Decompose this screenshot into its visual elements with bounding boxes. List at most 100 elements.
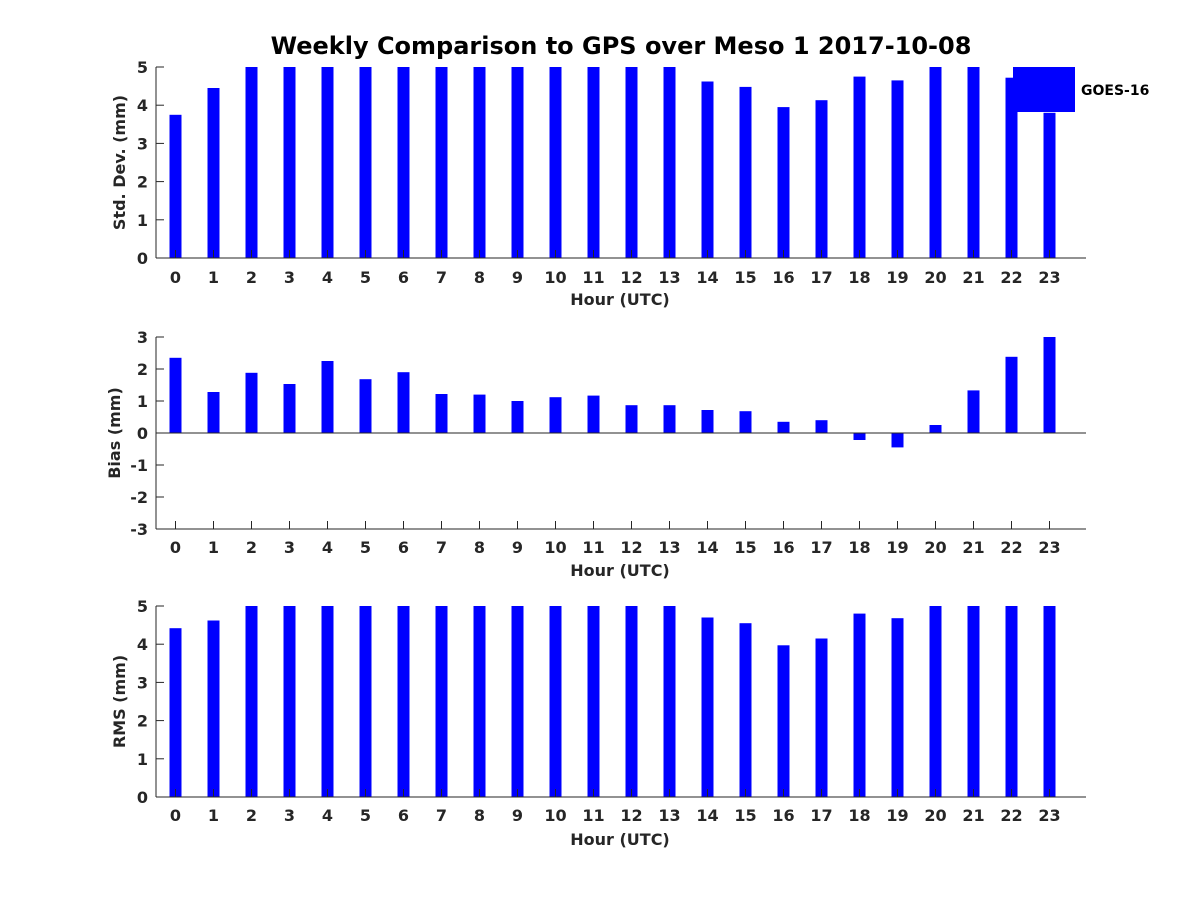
- bar-hour-13: [663, 67, 676, 258]
- legend-label: GOES-16: [1081, 83, 1149, 99]
- bar-hour-1: [207, 620, 220, 797]
- bar-hour-19: [891, 433, 904, 448]
- x-tick-label: 13: [658, 538, 680, 557]
- x-tick-label: 11: [582, 538, 604, 557]
- y-tick-label: 0: [137, 424, 148, 443]
- bar-hour-14: [701, 81, 714, 258]
- bar-hour-19: [891, 618, 904, 797]
- x-tick-label: 12: [620, 806, 642, 825]
- bar-hour-23: [1043, 112, 1056, 258]
- bar-hour-12: [625, 606, 638, 797]
- bar-hour-3: [283, 67, 296, 258]
- x-tick-label: 16: [772, 268, 794, 287]
- x-tick-label: 1: [208, 268, 219, 287]
- bar-hour-8: [473, 67, 486, 258]
- x-tick-label: 2: [246, 806, 257, 825]
- bar-hour-19: [891, 80, 904, 259]
- y-tick-label: 1: [137, 392, 148, 411]
- bar-hour-5: [359, 67, 372, 258]
- y-tick-label: 0: [137, 788, 148, 807]
- x-tick-label: 3: [284, 268, 295, 287]
- bar-hour-17: [815, 420, 828, 433]
- y-tick-label: -3: [130, 520, 148, 539]
- bar-hour-8: [473, 394, 486, 433]
- bar-hour-11: [587, 606, 600, 797]
- x-tick-label: 9: [512, 806, 523, 825]
- bar-hour-23: [1043, 606, 1056, 797]
- x-tick-label: 18: [848, 538, 870, 557]
- y-tick-label: -1: [130, 456, 148, 475]
- bar-hour-7: [435, 606, 448, 797]
- x-tick-label: 22: [1000, 268, 1022, 287]
- bar-hour-22: [1005, 356, 1018, 433]
- x-tick-label: 14: [696, 806, 718, 825]
- x-tick-label: 19: [886, 806, 908, 825]
- x-tick-label: 2: [246, 538, 257, 557]
- y-tick-label: 5: [137, 58, 148, 77]
- x-tick-label: 0: [170, 268, 181, 287]
- bar-hour-11: [587, 395, 600, 433]
- y-tick-label: -2: [130, 488, 148, 507]
- bar-hour-1: [207, 88, 220, 258]
- x-axis-label: Hour (UTC): [570, 830, 670, 849]
- bar-hour-10: [549, 606, 562, 797]
- bar-hour-6: [397, 606, 410, 797]
- bar-hour-22: [1005, 77, 1018, 258]
- y-tick-label: 3: [137, 328, 148, 347]
- x-tick-label: 21: [962, 268, 984, 287]
- bar-hour-21: [967, 606, 980, 797]
- y-tick-label: 3: [137, 673, 148, 692]
- bar-hour-9: [511, 67, 524, 258]
- bar-hour-11: [587, 67, 600, 258]
- x-tick-label: 5: [360, 538, 371, 557]
- bar-hour-8: [473, 606, 486, 797]
- bar-hour-9: [511, 606, 524, 797]
- bar-hour-18: [853, 76, 866, 258]
- bar-hour-0: [169, 357, 182, 433]
- x-tick-label: 13: [658, 268, 680, 287]
- bar-hour-16: [777, 421, 790, 433]
- x-tick-label: 23: [1038, 538, 1060, 557]
- x-tick-label: 4: [322, 806, 333, 825]
- x-tick-label: 14: [696, 268, 718, 287]
- legend-box: [1013, 67, 1075, 112]
- x-tick-label: 19: [886, 268, 908, 287]
- x-tick-label: 5: [360, 806, 371, 825]
- x-tick-label: 20: [924, 268, 946, 287]
- bar-hour-10: [549, 67, 562, 258]
- bar-hour-1: [207, 392, 220, 433]
- y-tick-label: 2: [137, 173, 148, 192]
- bar-hour-3: [283, 606, 296, 797]
- x-tick-label: 16: [772, 806, 794, 825]
- x-tick-label: 7: [436, 538, 447, 557]
- x-tick-label: 8: [474, 806, 485, 825]
- x-tick-label: 20: [924, 538, 946, 557]
- x-tick-label: 17: [810, 806, 832, 825]
- chart-title: Weekly Comparison to GPS over Meso 1 201…: [271, 32, 972, 60]
- x-tick-label: 8: [474, 268, 485, 287]
- x-tick-label: 4: [322, 538, 333, 557]
- bar-hour-20: [929, 606, 942, 797]
- x-tick-label: 12: [620, 268, 642, 287]
- x-tick-label: 15: [734, 538, 756, 557]
- y-axis-label: RMS (mm): [110, 655, 129, 748]
- x-tick-label: 9: [512, 538, 523, 557]
- x-tick-label: 18: [848, 268, 870, 287]
- x-tick-label: 23: [1038, 268, 1060, 287]
- bar-hour-17: [815, 100, 828, 258]
- x-tick-label: 6: [398, 268, 409, 287]
- bar-hour-14: [701, 410, 714, 433]
- bar-hour-16: [777, 645, 790, 797]
- y-tick-label: 4: [137, 96, 148, 115]
- bar-hour-5: [359, 606, 372, 797]
- bar-hour-15: [739, 623, 752, 797]
- y-tick-label: 0: [137, 249, 148, 268]
- bar-hour-0: [169, 114, 182, 259]
- bar-hour-2: [245, 67, 258, 258]
- y-tick-label: 1: [137, 750, 148, 769]
- x-tick-label: 4: [322, 268, 333, 287]
- y-tick-label: 5: [137, 597, 148, 616]
- bar-hour-0: [169, 628, 182, 797]
- x-tick-label: 19: [886, 538, 908, 557]
